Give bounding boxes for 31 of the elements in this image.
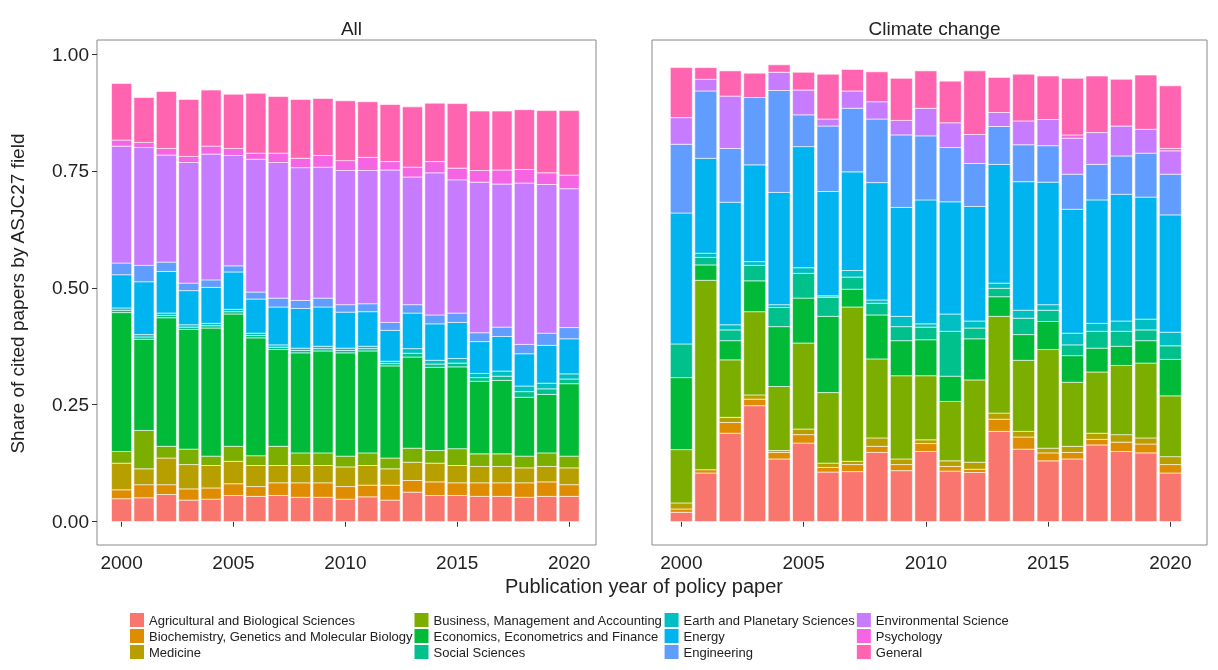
legend-label: Environmental Science: [875, 612, 1009, 628]
x-tick-label: 2020: [1149, 552, 1192, 573]
x-tick-label: 2020: [548, 552, 591, 573]
y-tick-label: 1.00: [52, 43, 89, 65]
x-tick-label: 2005: [782, 552, 825, 573]
x-tick-label: 2015: [1026, 552, 1070, 573]
chart-title: Climate change: [868, 18, 1001, 39]
legend-label: Business, Management and Accounting: [433, 612, 662, 628]
x-tick-label: 2010: [904, 552, 947, 573]
legend-label: Economics, Econometrics and Finance: [433, 628, 659, 644]
legend-label: Psychology: [875, 628, 943, 644]
legend-label: Energy: [683, 628, 726, 644]
x-tick-label: 2000: [100, 552, 143, 573]
y-axis-title: Share of cited papers by ASJC27 field: [7, 133, 28, 454]
x-axis-title: Publication year of policy paper: [505, 575, 784, 597]
y-tick-label: 0.50: [52, 277, 89, 299]
y-tick-label: 0.25: [52, 394, 89, 416]
chart-title: All: [340, 18, 363, 39]
x-tick-label: 2005: [212, 552, 255, 573]
x-tick-label: 2015: [436, 552, 479, 573]
y-tick-label: 0.75: [52, 160, 89, 182]
legend-label: Engineering: [683, 644, 753, 660]
legend-label: Biochemistry, Genetics and Molecular Biology: [149, 628, 413, 644]
legend-label: Social Sciences: [433, 644, 526, 660]
x-tick-label: 2000: [660, 552, 703, 573]
legend-label: Earth and Planetary Sciences: [683, 612, 856, 628]
legend-label: Agricultural and Biological Sciences: [149, 612, 356, 628]
y-tick-label: 0.00: [52, 511, 89, 533]
x-tick-label: 2010: [324, 552, 367, 573]
legend-label: Medicine: [149, 644, 202, 660]
legend-label: General: [875, 644, 923, 660]
